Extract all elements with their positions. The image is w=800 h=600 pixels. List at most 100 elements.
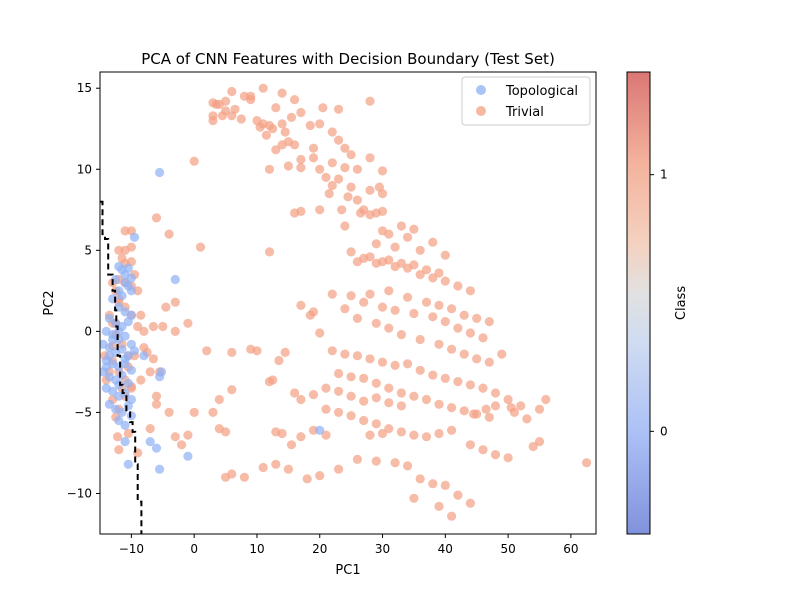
point-trivial [148, 354, 158, 364]
point-topological [117, 407, 127, 417]
x-tick-label: 0 [190, 542, 198, 556]
point-topological [155, 464, 165, 474]
point-trivial [434, 339, 444, 349]
point-trivial [340, 143, 350, 153]
point-trivial [189, 156, 199, 166]
point-trivial [534, 437, 545, 447]
point-topological [114, 380, 124, 390]
x-tick-label: 50 [500, 542, 515, 556]
point-trivial [346, 411, 356, 421]
point-trivial [465, 440, 475, 450]
point-trivial [296, 206, 306, 216]
point-trivial [340, 163, 350, 173]
point-topological [170, 274, 180, 285]
point-trivial [415, 270, 425, 280]
point-trivial [321, 404, 331, 414]
point-trivial [396, 401, 406, 411]
point-trivial [377, 206, 388, 216]
point-trivial [217, 111, 227, 121]
point-trivial [268, 124, 278, 134]
point-trivial [315, 471, 325, 481]
point-trivial [177, 440, 187, 450]
point-topological [108, 334, 118, 345]
point-trivial [484, 412, 494, 422]
point-trivial [528, 441, 538, 452]
point-trivial [139, 326, 149, 336]
point-topological [315, 425, 325, 435]
point-trivial [148, 321, 158, 332]
point-trivial [211, 99, 221, 109]
point-trivial [478, 333, 488, 343]
point-trivial [365, 289, 375, 299]
x-tick-label: 10 [249, 542, 264, 556]
point-trivial [396, 330, 406, 340]
point-trivial [409, 308, 419, 319]
point-trivial [359, 297, 369, 307]
point-trivial [315, 164, 325, 174]
point-trivial [277, 88, 287, 98]
point-topological [156, 367, 167, 377]
point-trivial [377, 166, 388, 176]
point-trivial [296, 394, 306, 405]
point-trivial [202, 346, 212, 356]
point-trivial [428, 312, 438, 322]
point-topological [123, 263, 133, 273]
point-trivial [415, 245, 425, 255]
legend: Topological Trivial [461, 76, 591, 126]
point-trivial [377, 428, 388, 439]
point-trivial [189, 407, 199, 417]
point-topological [126, 339, 136, 349]
point-trivial [352, 164, 362, 174]
point-trivial [151, 391, 162, 401]
point-trivial [478, 383, 488, 393]
point-trivial [286, 440, 297, 450]
scatter-points [100, 83, 592, 521]
point-trivial [170, 326, 180, 336]
point-topological [117, 344, 127, 354]
x-tick-label: 60 [563, 542, 578, 556]
point-trivial [472, 313, 482, 323]
point-trivial [334, 368, 344, 379]
colorbar-label: Class [674, 286, 689, 320]
point-trivial [334, 135, 344, 145]
point-trivial [195, 242, 206, 252]
y-tick-label: −5 [74, 405, 92, 419]
point-trivial [421, 394, 432, 405]
point-trivial [409, 493, 419, 503]
point-trivial [239, 472, 249, 482]
point-trivial [365, 430, 375, 440]
point-trivial [447, 511, 457, 521]
point-trivial [227, 111, 237, 121]
point-trivial [277, 140, 287, 150]
point-trivial [315, 328, 325, 338]
point-trivial [296, 432, 306, 442]
point-trivial [459, 310, 469, 320]
plot-frame [99, 71, 597, 535]
point-trivial [365, 153, 375, 163]
point-trivial [497, 349, 507, 359]
point-trivial [255, 122, 265, 132]
point-trivial [377, 257, 388, 267]
point-trivial [221, 96, 231, 106]
point-trivial [428, 273, 438, 283]
y-tick-label: −10 [67, 486, 92, 500]
point-trivial [440, 250, 450, 260]
point-trivial [214, 394, 224, 405]
point-trivial [421, 265, 432, 275]
point-trivial [227, 86, 237, 97]
point-trivial [415, 365, 425, 375]
point-trivial [390, 305, 400, 315]
point-topological [117, 291, 127, 301]
point-trivial [534, 404, 545, 414]
point-trivial [481, 404, 491, 414]
point-trivial [421, 297, 432, 307]
point-trivial [415, 334, 425, 345]
point-topological [120, 354, 130, 364]
point-topological [114, 326, 124, 336]
point-trivial [434, 399, 444, 409]
point-trivial [403, 232, 413, 242]
point-trivial [133, 321, 143, 332]
point-trivial [164, 229, 174, 239]
point-trivial [365, 185, 375, 195]
